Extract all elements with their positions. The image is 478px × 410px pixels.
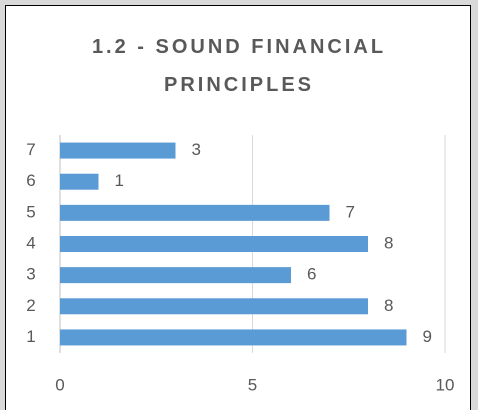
bar [60,142,176,159]
chart-title: 1.2 - SOUND FINANCIAL PRINCIPLES [91,36,387,96]
data-label: 1 [115,171,124,190]
y-tick-label: 4 [26,233,35,252]
data-label: 8 [384,296,393,315]
bar [60,267,291,284]
data-label: 6 [307,265,316,284]
y-tick-label: 2 [26,296,35,315]
data-label: 8 [384,233,393,252]
y-tick-label: 7 [26,140,35,159]
data-label: 3 [192,140,201,159]
data-label: 9 [423,327,432,346]
y-tick-label: 3 [26,265,35,284]
y-tick-label: 6 [26,171,35,190]
x-tick-label: 10 [436,375,455,394]
x-tick-label: 0 [55,375,64,394]
bar [60,298,368,315]
bar [60,236,368,252]
bar [60,173,99,190]
data-label: 7 [346,202,355,221]
y-tick-label: 1 [26,327,35,346]
x-tick-label: 5 [248,375,257,394]
bar [60,204,330,221]
y-tick-label: 5 [26,202,35,221]
bar [60,329,407,346]
